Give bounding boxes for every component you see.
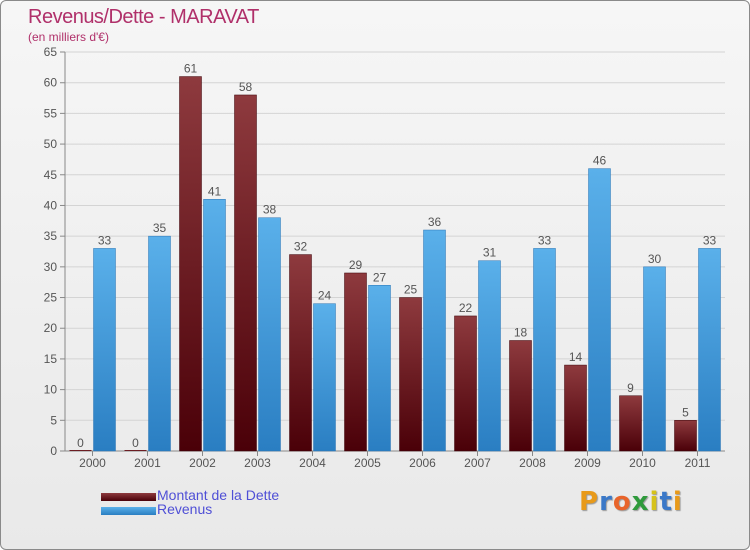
data-label-revenus: 46	[593, 154, 607, 168]
data-label-revenus: 36	[428, 215, 442, 229]
bar-debt	[234, 94, 257, 452]
y-tick-label: 50	[44, 137, 58, 151]
y-tick-label: 35	[44, 229, 58, 243]
y-tick-label: 40	[44, 198, 58, 212]
bar-revenus	[93, 248, 116, 452]
y-tick-label: 25	[44, 291, 58, 305]
bar-revenus	[423, 229, 446, 452]
logo-letter: r	[599, 487, 613, 517]
data-label-debt: 18	[514, 326, 528, 340]
x-tick-label: 2005	[354, 456, 381, 470]
data-label-revenus: 33	[703, 233, 717, 247]
bar-revenus	[588, 168, 611, 452]
y-tick-label: 55	[44, 106, 58, 120]
bar-debt	[124, 450, 147, 451]
data-label-revenus: 35	[153, 221, 167, 235]
y-tick-label: 20	[44, 321, 58, 335]
legend-swatch-revenus	[101, 507, 156, 515]
x-tick-label: 2003	[244, 456, 271, 470]
x-tick-label: 2000	[79, 456, 106, 470]
y-tick-label: 65	[44, 45, 58, 59]
bar-revenus	[368, 285, 391, 452]
gridlines	[65, 51, 725, 452]
y-tick-label: 60	[44, 76, 58, 90]
logo-letter: o	[612, 487, 632, 517]
bar-debt	[344, 272, 367, 452]
logo-letter: t	[659, 487, 673, 517]
bars	[69, 76, 721, 452]
value-labels: 0 33 0 35 61 41 58 38 32 24 29 27 25 36 22 31 18 33 14 46 9 3…	[77, 62, 716, 450]
bar-debt	[509, 340, 532, 452]
chart-title: Revenus/Dette - MARAVAT	[28, 6, 259, 28]
y-tick-label: 15	[44, 352, 58, 366]
bar-revenus	[643, 266, 666, 452]
bar-debt	[289, 254, 312, 452]
x-tick-label: 2002	[189, 456, 216, 470]
data-label-revenus: 33	[538, 233, 552, 247]
data-label-revenus: 27	[373, 270, 387, 284]
data-label-revenus: 31	[483, 246, 497, 260]
data-label-revenus: 38	[263, 203, 277, 217]
chart-subtitle: (en milliers d'€)	[28, 30, 109, 44]
bar-revenus	[533, 248, 556, 452]
data-label-debt: 9	[627, 381, 634, 395]
logo-letter: P	[579, 487, 600, 517]
bar-revenus	[313, 303, 336, 452]
bar-debt	[179, 76, 202, 452]
y-tick-label: 0	[50, 444, 57, 458]
data-label-debt: 14	[569, 350, 583, 364]
data-label-debt: 32	[294, 240, 308, 254]
y-tick-label: 10	[44, 383, 58, 397]
x-tick-label: 2009	[574, 456, 601, 470]
data-label-revenus: 24	[318, 289, 332, 303]
legend-label-revenus: Revenus	[157, 501, 213, 517]
x-tick-label: 2006	[409, 456, 436, 470]
bar-debt	[69, 450, 92, 451]
bar-revenus	[698, 248, 721, 452]
y-tick-label: 45	[44, 168, 58, 182]
data-label-debt: 61	[184, 62, 198, 76]
y-tick-label: 30	[44, 260, 58, 274]
data-label-debt: 0	[77, 436, 84, 450]
legend-swatch-debt	[101, 493, 156, 501]
bar-revenus	[478, 260, 501, 452]
y-tick-label: 5	[50, 413, 57, 427]
data-label-debt: 25	[404, 283, 418, 297]
bar-debt	[674, 420, 697, 452]
bar-debt	[454, 315, 477, 452]
data-label-revenus: 41	[208, 184, 222, 198]
data-label-debt: 29	[349, 258, 363, 272]
data-label-revenus: 30	[648, 252, 662, 266]
proxiti-logo: Proxiti	[579, 487, 683, 517]
data-label-revenus: 33	[98, 233, 112, 247]
bar-revenus	[203, 199, 226, 452]
data-label-debt: 0	[132, 436, 139, 450]
legend-label-debt: Montant de la Dette	[157, 487, 280, 503]
x-tick-label: 2008	[519, 456, 546, 470]
x-tick-label: 2010	[629, 456, 656, 470]
x-tick-label: 2011	[685, 456, 711, 470]
logo-letter: i	[649, 487, 660, 517]
x-tick-label: 2007	[464, 456, 491, 470]
bar-debt	[619, 395, 642, 452]
x-tick-label: 2004	[299, 456, 326, 470]
logo-letter: x	[631, 487, 650, 517]
bar-debt	[399, 297, 422, 452]
data-label-debt: 22	[459, 301, 473, 315]
data-label-debt: 5	[682, 405, 689, 419]
logo-letter: i	[672, 487, 683, 517]
bar-debt	[564, 364, 587, 452]
data-label-debt: 58	[239, 80, 253, 94]
bar-revenus	[258, 217, 281, 452]
x-tick-label: 2001	[134, 456, 161, 470]
bar-revenus	[148, 235, 171, 452]
